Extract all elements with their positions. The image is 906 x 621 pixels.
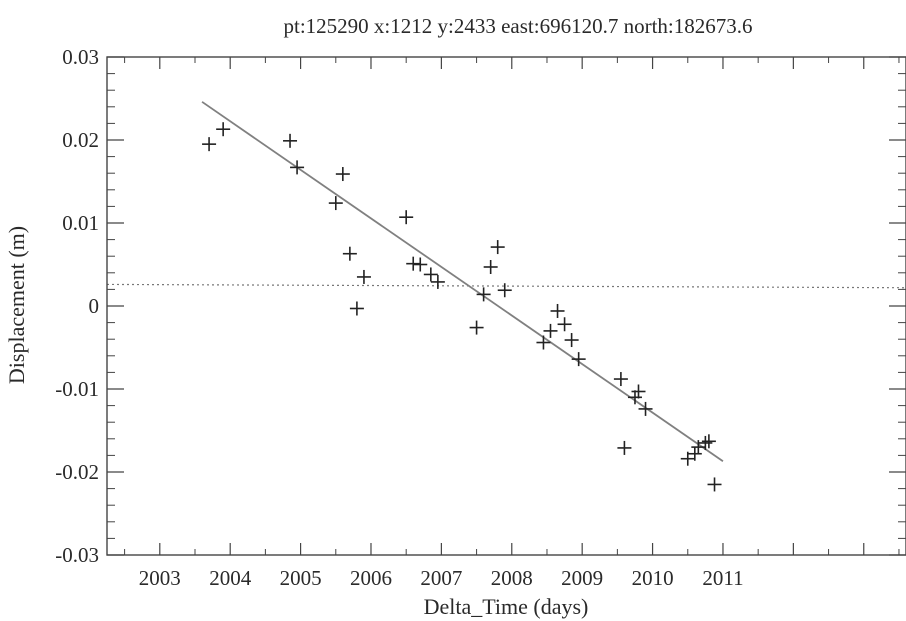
data-point [430, 274, 445, 289]
y-tick-label: 0.01 [62, 211, 99, 235]
data-point [399, 210, 414, 225]
x-tick-label: 2008 [491, 566, 533, 590]
data-point [701, 434, 716, 449]
data-point [476, 287, 491, 302]
data-point [687, 446, 702, 461]
data-point [617, 440, 632, 455]
chart-title: pt:125290 x:1212 y:2433 east:696120.7 no… [284, 14, 753, 38]
data-point [406, 256, 421, 271]
data-point [423, 267, 438, 282]
data-point [202, 137, 217, 152]
y-tick-label: 0 [89, 294, 100, 318]
data-point [342, 246, 357, 261]
data-point [335, 167, 350, 182]
data-point [631, 384, 646, 399]
reference-line [106, 283, 906, 289]
data-point [216, 122, 231, 137]
x-tick-label: 2006 [350, 566, 392, 590]
data-point [483, 259, 498, 274]
data-point [557, 317, 572, 332]
y-tick-label: -0.02 [55, 460, 99, 484]
x-tick-label: 2007 [420, 566, 462, 590]
y-tick-label: -0.01 [55, 377, 99, 401]
plot-area-frame [106, 56, 906, 556]
x-tick-label: 2005 [280, 566, 322, 590]
data-point [698, 435, 713, 450]
data-point [638, 401, 653, 416]
x-axis-title: Delta_Time (days) [424, 594, 589, 619]
data-point [613, 372, 628, 387]
data-point [571, 352, 586, 367]
data-point [627, 390, 642, 405]
data-point [283, 133, 298, 148]
data-point [328, 196, 343, 211]
data-point [490, 240, 505, 255]
x-tick-label: 2004 [209, 566, 252, 590]
x-tick-label: 2011 [702, 566, 743, 590]
data-point [497, 283, 512, 298]
data-point [707, 477, 722, 492]
data-point [536, 335, 551, 350]
x-tick-label: 2010 [632, 566, 674, 590]
data-point [550, 303, 565, 318]
data-points [202, 122, 722, 492]
x-tick-label: 2003 [139, 566, 181, 590]
y-tick-label: -0.03 [55, 543, 99, 567]
data-point [413, 257, 428, 272]
data-point [356, 269, 371, 284]
data-point [290, 160, 305, 175]
data-point [691, 440, 706, 455]
regression-line [201, 101, 724, 462]
y-tick-label: 0.02 [62, 128, 99, 152]
data-point [543, 323, 558, 338]
y-tick-label: 0.03 [62, 45, 99, 69]
data-point [469, 320, 484, 335]
data-point [349, 301, 364, 316]
x-tick-label: 2009 [561, 566, 603, 590]
y-axis-title: Displacement (m) [4, 226, 29, 384]
data-point [680, 451, 695, 466]
data-point [564, 333, 579, 348]
